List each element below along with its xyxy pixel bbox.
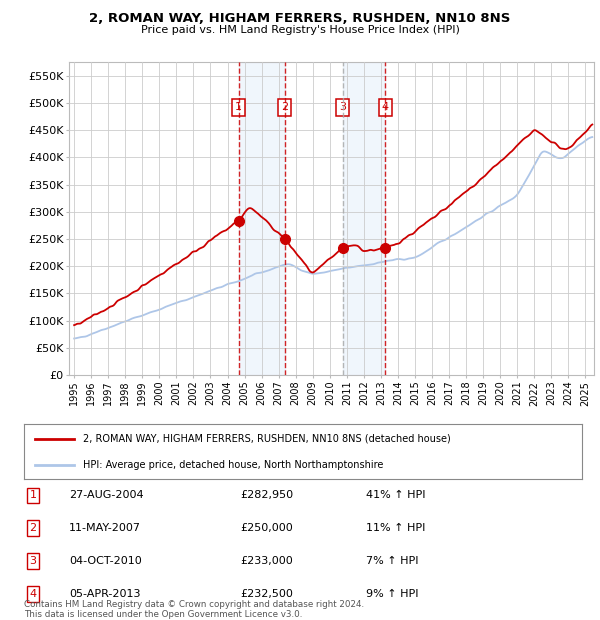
Text: £232,500: £232,500 <box>240 589 293 599</box>
Text: 3: 3 <box>29 556 37 566</box>
Text: 27-AUG-2004: 27-AUG-2004 <box>69 490 143 500</box>
Text: 2, ROMAN WAY, HIGHAM FERRERS, RUSHDEN, NN10 8NS: 2, ROMAN WAY, HIGHAM FERRERS, RUSHDEN, N… <box>89 12 511 25</box>
Text: 1: 1 <box>29 490 37 500</box>
Text: 7% ↑ HPI: 7% ↑ HPI <box>366 556 419 566</box>
Text: Price paid vs. HM Land Registry's House Price Index (HPI): Price paid vs. HM Land Registry's House … <box>140 25 460 35</box>
Text: HPI: Average price, detached house, North Northamptonshire: HPI: Average price, detached house, Nort… <box>83 460 383 470</box>
Text: £250,000: £250,000 <box>240 523 293 533</box>
Text: 3: 3 <box>339 102 346 112</box>
Text: 11% ↑ HPI: 11% ↑ HPI <box>366 523 425 533</box>
Text: 41% ↑ HPI: 41% ↑ HPI <box>366 490 425 500</box>
Text: 1: 1 <box>235 102 242 112</box>
Text: 05-APR-2013: 05-APR-2013 <box>69 589 140 599</box>
Text: 4: 4 <box>29 589 37 599</box>
Text: 2: 2 <box>281 102 289 112</box>
Bar <box>343 62 385 375</box>
Text: 04-OCT-2010: 04-OCT-2010 <box>69 556 142 566</box>
Text: 2, ROMAN WAY, HIGHAM FERRERS, RUSHDEN, NN10 8NS (detached house): 2, ROMAN WAY, HIGHAM FERRERS, RUSHDEN, N… <box>83 434 451 444</box>
Text: £233,000: £233,000 <box>240 556 293 566</box>
Text: £282,950: £282,950 <box>240 490 293 500</box>
Text: 9% ↑ HPI: 9% ↑ HPI <box>366 589 419 599</box>
Text: 11-MAY-2007: 11-MAY-2007 <box>69 523 141 533</box>
Text: 2: 2 <box>29 523 37 533</box>
Text: Contains HM Land Registry data © Crown copyright and database right 2024.
This d: Contains HM Land Registry data © Crown c… <box>24 600 364 619</box>
Bar <box>239 62 285 375</box>
Text: 4: 4 <box>382 102 389 112</box>
